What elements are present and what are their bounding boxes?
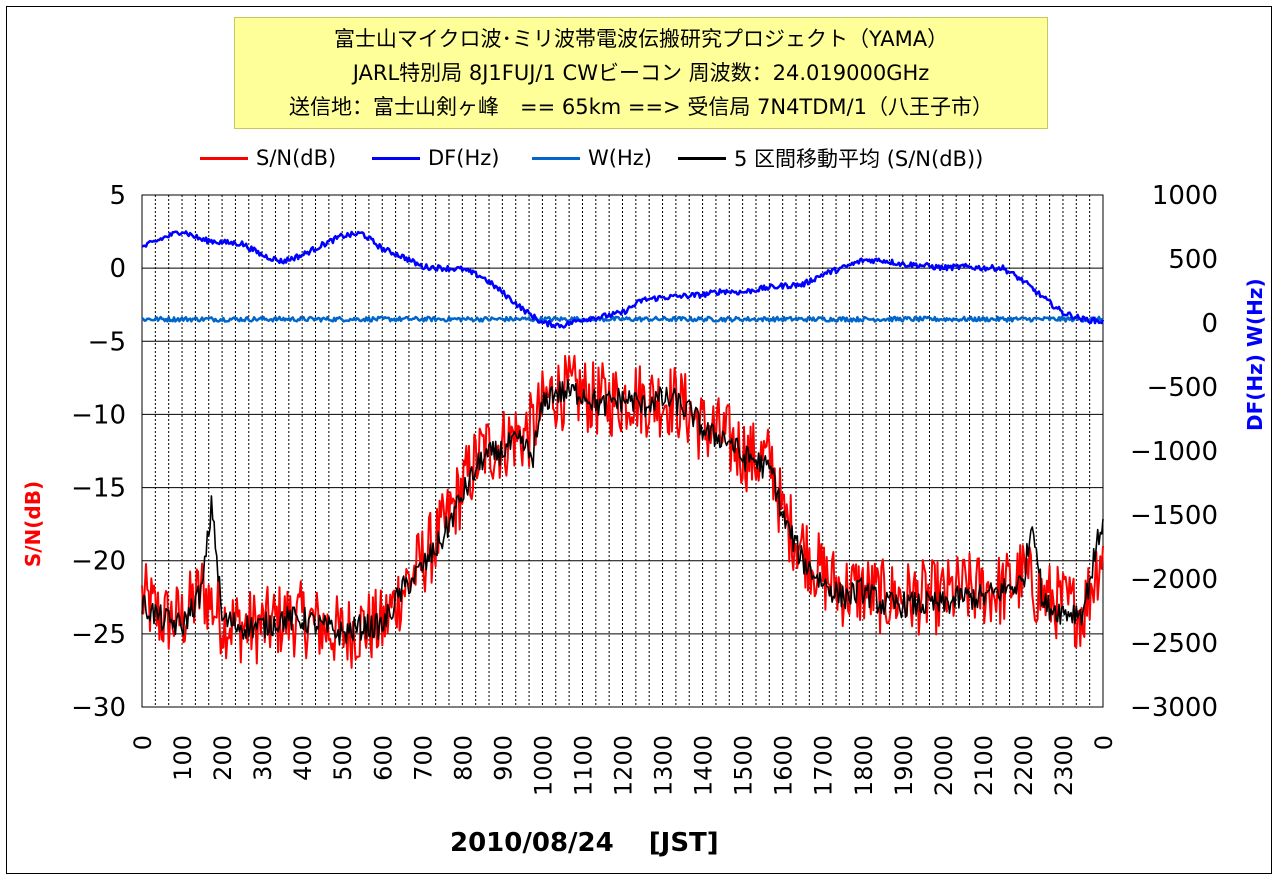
legend-label-sn: S/N(dB) [256, 146, 337, 170]
x-tick-label: 400 [289, 735, 317, 781]
x-tick-label: 1500 [730, 735, 758, 796]
x-tick-label: 0 [129, 735, 157, 750]
series-ma-line [141, 379, 1104, 646]
chart-title-line-3: 送信地：富士山剣ヶ峰 == 65km ==> 受信局 7N4TDM/1（八王子市… [288, 95, 993, 119]
series-df-line [141, 230, 1105, 329]
legend-swatch-w [532, 156, 580, 160]
x-tick-label: 300 [249, 735, 277, 781]
x-tick-label: 1700 [810, 735, 838, 796]
y-right-tick-label: −2500 [1130, 629, 1218, 659]
x-tick-label: 1800 [850, 735, 878, 796]
x-tick-label: 800 [449, 735, 477, 781]
legend-label-df: DF(Hz) [428, 146, 500, 170]
x-tick-label: 2300 [1050, 735, 1078, 796]
y-left-tick-label: 0 [109, 254, 126, 284]
chart-legend: S/N(dB) DF(Hz) W(Hz) 5 区間移動平均 (S/N(dB)) [180, 144, 1100, 172]
y-right-tick-label: −1000 [1130, 437, 1218, 467]
series-w-line [141, 315, 1105, 323]
right-axis-title: DF(Hz) W(Hz) [1243, 278, 1267, 431]
x-tick-label: 1900 [890, 735, 918, 796]
x-tick-label: 900 [489, 735, 517, 781]
x-tick-label: 2100 [970, 735, 998, 796]
x-tick-label: 100 [169, 735, 197, 781]
legend-label-ma: 5 区間移動平均 (S/N(dB)) [734, 147, 984, 171]
x-tick-label: 0 [1090, 735, 1118, 750]
left-axis-title: S/N(dB) [21, 480, 45, 568]
x-tick-label: 1600 [770, 735, 798, 796]
y-left-tick-label: −25 [71, 620, 126, 650]
legend-label-w: W(Hz) [588, 146, 652, 170]
bottom-axis-title: 2010/08/24 [JST] [450, 828, 719, 858]
y-right-tick-label: 0 [1201, 309, 1218, 339]
x-tick-label: 1200 [610, 735, 638, 796]
chart-title-line-2: JARL特別局 8J1FUJ/1 CWビーコン 周波数：24.019000GHz [352, 61, 930, 85]
legend-item-w: W(Hz) [532, 144, 652, 172]
legend-swatch-ma [678, 156, 726, 160]
y-left-tick-label: 5 [109, 181, 126, 211]
x-tick-label: 500 [329, 735, 357, 781]
x-tick-label: 600 [369, 735, 397, 781]
x-tick-label: 200 [209, 735, 237, 781]
y-right-tick-label: −500 [1147, 373, 1218, 403]
x-tick-label: 1400 [690, 735, 718, 796]
y-left-tick-label: −15 [71, 474, 126, 504]
legend-swatch-df [372, 156, 420, 160]
legend-item-ma: 5 区間移動平均 (S/N(dB)) [678, 144, 983, 172]
y-left-tick-label: −10 [71, 400, 126, 430]
legend-swatch-sn [200, 156, 248, 160]
chart-title-box: 富士山マイクロ波･ミリ波帯電波伝搬研究プロジェクト（YAMA） JARL特別局 … [234, 17, 1048, 129]
y-right-tick-label: 500 [1168, 245, 1218, 275]
x-tick-label: 1300 [650, 735, 678, 796]
plot-border [141, 194, 1104, 708]
x-tick-label: 2000 [930, 735, 958, 796]
y-left-tick-label: −5 [88, 327, 126, 357]
x-tick-label: 2200 [1010, 735, 1038, 796]
y-left-tick-label: −30 [71, 693, 126, 723]
y-right-tick-label: −1500 [1130, 501, 1218, 531]
y-right-tick-label: −2000 [1130, 565, 1218, 595]
legend-item-df: DF(Hz) [372, 144, 499, 172]
y-left-tick-label: −20 [71, 547, 126, 577]
x-tick-label: 1000 [529, 735, 557, 796]
x-tick-label: 700 [409, 735, 437, 781]
x-tick-label: 1100 [569, 735, 597, 796]
legend-item-sn: S/N(dB) [200, 144, 336, 172]
y-right-tick-label: −3000 [1130, 693, 1218, 723]
chart-title-line-1: 富士山マイクロ波･ミリ波帯電波伝搬研究プロジェクト（YAMA） [333, 27, 949, 51]
y-right-tick-label: 1000 [1152, 181, 1218, 211]
